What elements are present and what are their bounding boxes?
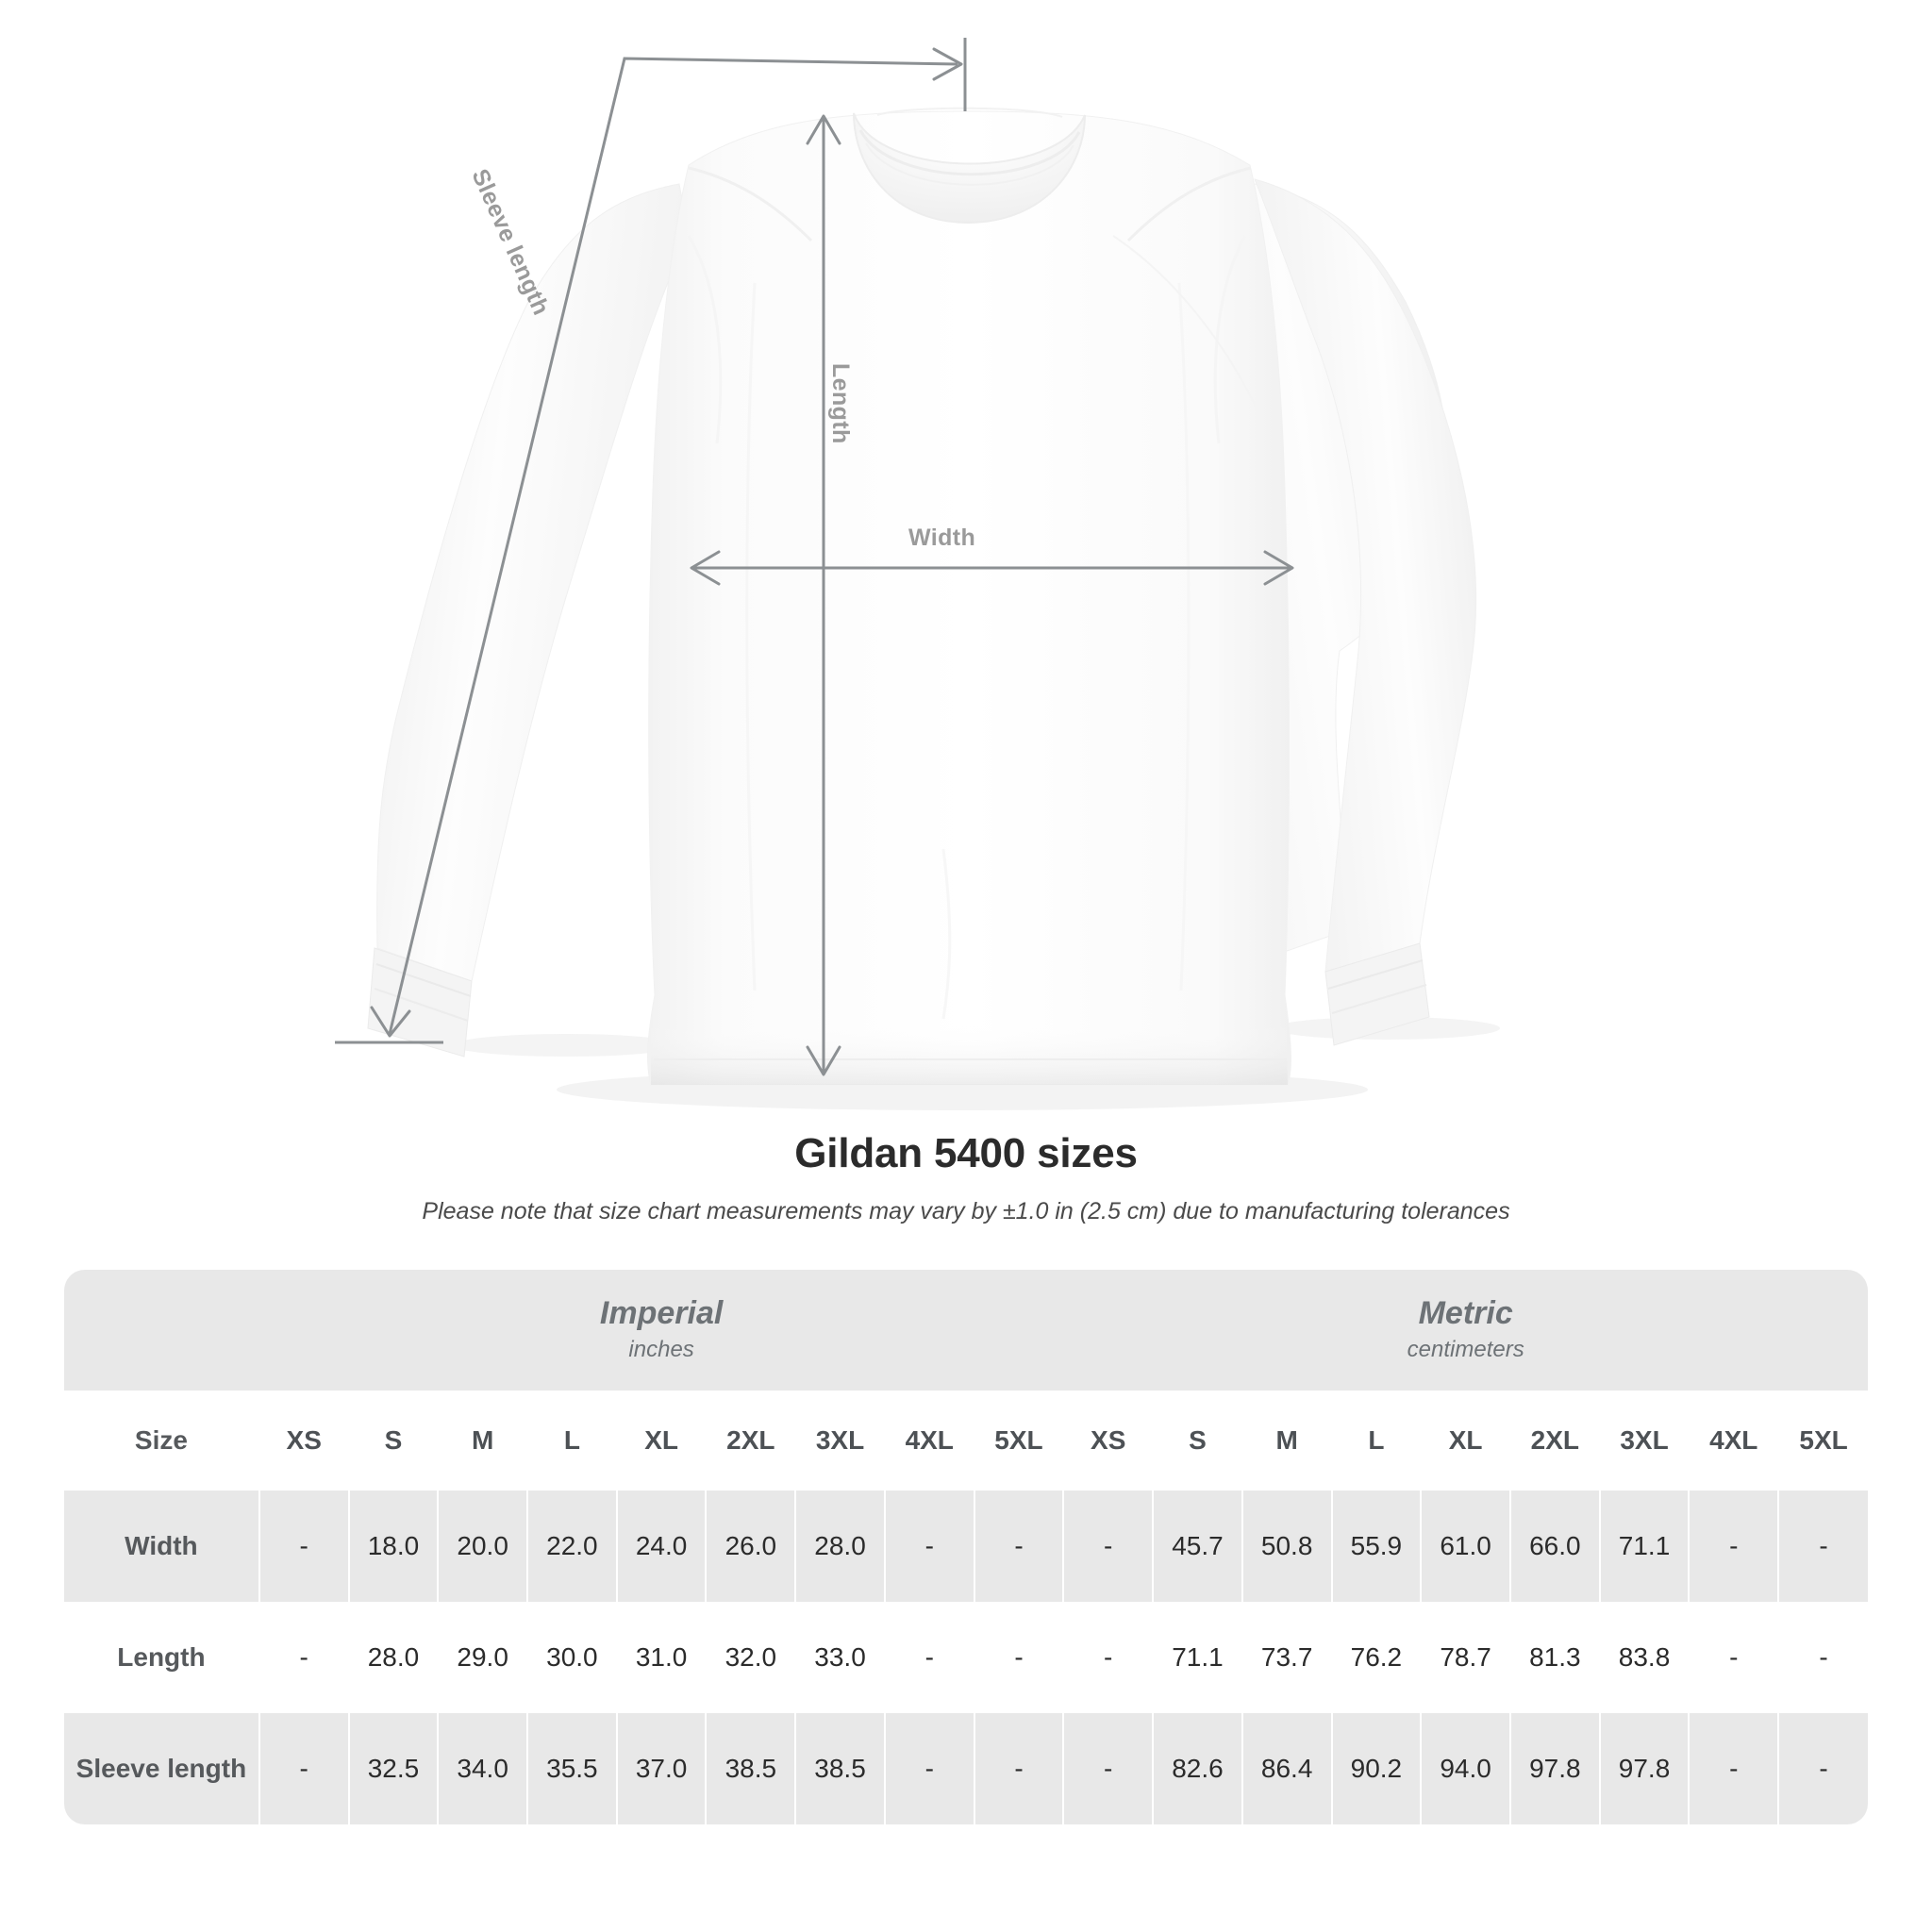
col-header-imperial-2xl: 2XL	[705, 1391, 796, 1491]
table-row: Width - 18.0 20.0 22.0 24.0 26.0 28.0 - …	[64, 1491, 1868, 1602]
cell-width-imperial-s: 18.0	[347, 1491, 439, 1602]
cell-width-imperial-xl: 24.0	[615, 1491, 707, 1602]
cell-sleeve-imperial-m: 34.0	[437, 1713, 528, 1824]
cell-sleeve-metric-4xl: -	[1688, 1713, 1779, 1824]
cell-length-imperial-3xl: 33.0	[794, 1602, 885, 1713]
cell-sleeve-imperial-4xl: -	[883, 1713, 974, 1824]
col-header-metric-l: L	[1330, 1391, 1422, 1491]
col-header-imperial-3xl: 3XL	[794, 1391, 885, 1491]
cell-sleeve-metric-l: 90.2	[1330, 1713, 1422, 1824]
cell-width-imperial-l: 22.0	[526, 1491, 617, 1602]
col-header-metric-m: M	[1241, 1391, 1332, 1491]
cell-width-metric-5xl: -	[1777, 1491, 1868, 1602]
unit-header-row: Imperial inches Metric centimeters	[64, 1270, 1868, 1391]
unit-sub-metric: centimeters	[1407, 1336, 1524, 1362]
col-header-imperial-xl: XL	[615, 1391, 707, 1491]
cell-width-imperial-4xl: -	[883, 1491, 974, 1602]
cell-sleeve-imperial-xl: 37.0	[615, 1713, 707, 1824]
cell-width-imperial-3xl: 28.0	[794, 1491, 885, 1602]
cell-length-imperial-2xl: 32.0	[705, 1602, 796, 1713]
unit-sub-imperial: inches	[628, 1336, 694, 1362]
col-header-imperial-xs: XS	[258, 1391, 349, 1491]
col-header-metric-xl: XL	[1420, 1391, 1510, 1491]
cell-length-imperial-s: 28.0	[347, 1602, 439, 1713]
cell-width-imperial-m: 20.0	[437, 1491, 528, 1602]
page-title: Gildan 5400 sizes	[794, 1130, 1138, 1176]
cell-sleeve-metric-xl: 94.0	[1420, 1713, 1510, 1824]
cell-length-metric-s: 71.1	[1152, 1602, 1242, 1713]
size-table-container: Imperial inches Metric centimeters Size …	[64, 1270, 1868, 1824]
cell-length-metric-4xl: -	[1688, 1602, 1779, 1713]
cell-length-metric-5xl: -	[1777, 1602, 1868, 1713]
cell-length-imperial-4xl: -	[883, 1602, 974, 1713]
row-label-width: Width	[64, 1491, 259, 1602]
garment-diagram: Sleeve length Length Width	[335, 38, 1500, 1110]
col-header-imperial-l: L	[526, 1391, 617, 1491]
cell-length-metric-2xl: 81.3	[1508, 1602, 1600, 1713]
col-header-metric-5xl: 5XL	[1777, 1391, 1868, 1491]
cell-width-metric-s: 45.7	[1152, 1491, 1242, 1602]
width-label: Width	[908, 525, 976, 551]
tolerance-note: Please note that size chart measurements…	[422, 1198, 1510, 1224]
cell-sleeve-imperial-2xl: 38.5	[705, 1713, 796, 1824]
cell-width-metric-4xl: -	[1688, 1491, 1779, 1602]
table-row: Length - 28.0 29.0 30.0 31.0 32.0 33.0 -…	[64, 1602, 1868, 1713]
cell-length-metric-l: 76.2	[1330, 1602, 1422, 1713]
row-label-length: Length	[64, 1602, 259, 1713]
cell-width-imperial-2xl: 26.0	[705, 1491, 796, 1602]
cell-length-imperial-xs: -	[258, 1602, 349, 1713]
cell-width-metric-xs: -	[1062, 1491, 1154, 1602]
cell-width-metric-l: 55.9	[1330, 1491, 1422, 1602]
cell-sleeve-metric-3xl: 97.8	[1598, 1713, 1690, 1824]
tshirt-illustration	[367, 107, 1500, 1110]
chart-heading-block: Gildan 5400 sizes Please note that size …	[0, 1130, 1932, 1225]
size-header-row: Size XS S M L XL 2XL 3XL 4XL 5XL XS S M …	[64, 1391, 1868, 1491]
col-header-imperial-5xl: 5XL	[973, 1391, 1064, 1491]
cell-width-metric-3xl: 71.1	[1598, 1491, 1690, 1602]
row-label-sleeve-length: Sleeve length	[64, 1713, 259, 1824]
cell-sleeve-imperial-s: 32.5	[347, 1713, 439, 1824]
unit-header-imperial: Imperial inches	[258, 1270, 1064, 1391]
col-header-metric-3xl: 3XL	[1598, 1391, 1690, 1491]
col-header-metric-2xl: 2XL	[1508, 1391, 1600, 1491]
col-header-metric-s: S	[1152, 1391, 1242, 1491]
col-header-imperial-4xl: 4XL	[883, 1391, 974, 1491]
cell-sleeve-imperial-5xl: -	[973, 1713, 1064, 1824]
cell-length-imperial-5xl: -	[973, 1602, 1064, 1713]
col-header-imperial-s: S	[347, 1391, 439, 1491]
unit-header-metric: Metric centimeters	[1063, 1270, 1868, 1391]
unit-name-imperial: Imperial	[599, 1295, 724, 1332]
cell-width-imperial-xs: -	[258, 1491, 349, 1602]
unit-spacer	[64, 1270, 259, 1391]
cell-length-metric-xs: -	[1062, 1602, 1154, 1713]
cell-sleeve-imperial-xs: -	[258, 1713, 349, 1824]
cell-length-metric-m: 73.7	[1241, 1602, 1332, 1713]
cell-length-imperial-l: 30.0	[526, 1602, 617, 1713]
table-row: Sleeve length - 32.5 34.0 35.5 37.0 38.5…	[64, 1713, 1868, 1824]
length-label: Length	[827, 363, 854, 444]
cell-sleeve-imperial-3xl: 38.5	[794, 1713, 885, 1824]
col-header-imperial-m: M	[437, 1391, 528, 1491]
unit-name-metric: Metric	[1418, 1295, 1513, 1332]
cell-sleeve-imperial-l: 35.5	[526, 1713, 617, 1824]
cell-sleeve-metric-m: 86.4	[1241, 1713, 1332, 1824]
size-table: Imperial inches Metric centimeters Size …	[64, 1270, 1868, 1824]
cell-width-imperial-5xl: -	[973, 1491, 1064, 1602]
size-label: Size	[64, 1391, 259, 1491]
cell-width-metric-m: 50.8	[1241, 1491, 1332, 1602]
cell-sleeve-metric-xs: -	[1062, 1713, 1154, 1824]
cell-length-imperial-m: 29.0	[437, 1602, 528, 1713]
cell-sleeve-metric-2xl: 97.8	[1508, 1713, 1600, 1824]
cell-width-metric-xl: 61.0	[1420, 1491, 1510, 1602]
cell-length-metric-xl: 78.7	[1420, 1602, 1510, 1713]
col-header-metric-xs: XS	[1062, 1391, 1154, 1491]
cell-sleeve-metric-5xl: -	[1777, 1713, 1868, 1824]
cell-width-metric-2xl: 66.0	[1508, 1491, 1600, 1602]
cell-sleeve-metric-s: 82.6	[1152, 1713, 1242, 1824]
cell-length-metric-3xl: 83.8	[1598, 1602, 1690, 1713]
col-header-metric-4xl: 4XL	[1688, 1391, 1779, 1491]
cell-length-imperial-xl: 31.0	[615, 1602, 707, 1713]
measurement-lines	[335, 38, 1294, 1076]
